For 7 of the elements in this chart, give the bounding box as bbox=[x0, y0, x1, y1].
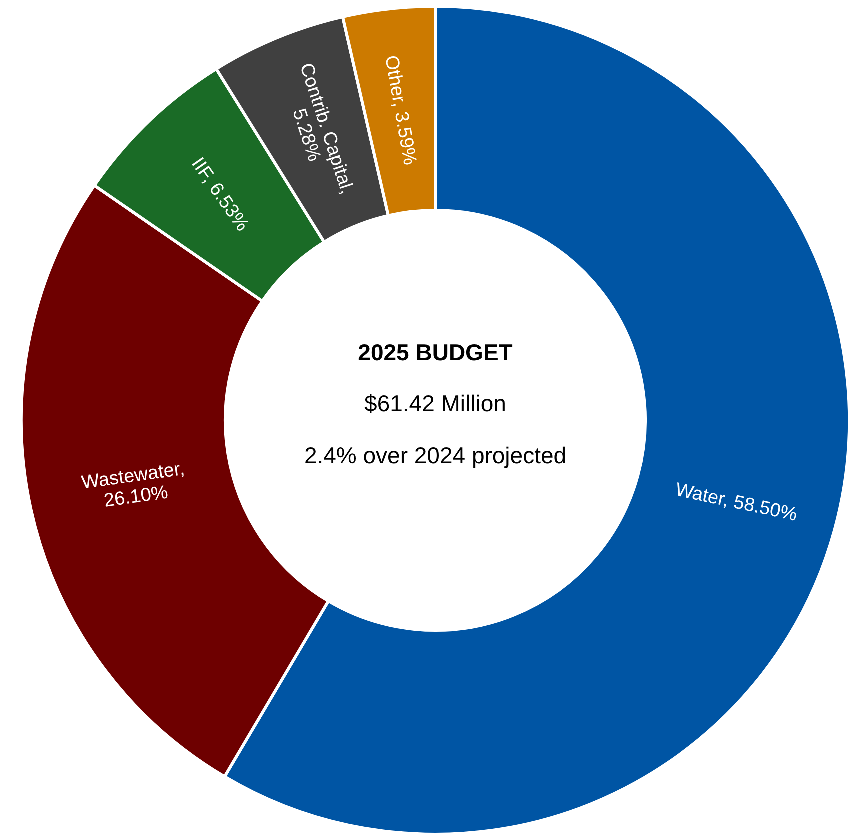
slice-label: Water, 58.50% bbox=[674, 480, 800, 526]
text: 2025 BUDGET bbox=[358, 340, 513, 366]
text: $61.42 Million bbox=[364, 390, 506, 416]
slice-label: Wastewater, 26.10% bbox=[80, 458, 186, 512]
slice-label: Contrib. Capital, 5.28% bbox=[288, 60, 358, 197]
text: 2.4% over 2024 projected bbox=[304, 442, 567, 468]
slice-label: Other, 3.59% bbox=[380, 54, 420, 168]
